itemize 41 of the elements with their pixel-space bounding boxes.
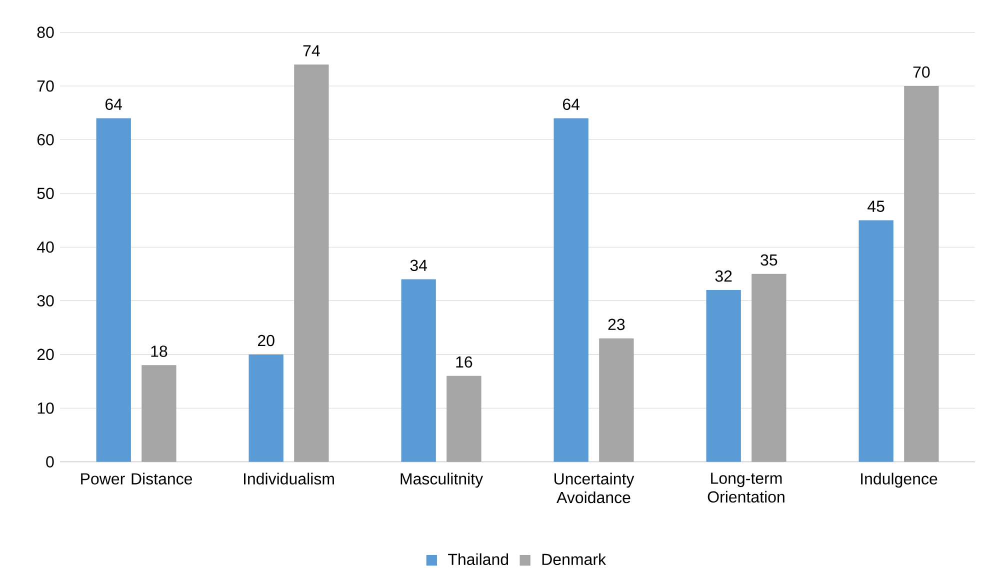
data-label: 70 xyxy=(913,66,930,78)
data-label: 23 xyxy=(608,318,625,330)
bar xyxy=(599,338,634,462)
x-tick-label: Uncertainty Avoidance xyxy=(554,472,634,504)
bar xyxy=(554,118,588,462)
bar xyxy=(706,290,741,462)
data-label: 64 xyxy=(106,98,122,110)
bar xyxy=(142,365,176,462)
bar xyxy=(858,220,894,462)
bar xyxy=(248,354,284,462)
bar xyxy=(446,376,482,462)
y-tick-label: 30 xyxy=(37,295,54,306)
legend-label: Denmark xyxy=(542,553,606,566)
bar xyxy=(752,274,786,462)
x-tick-label: Individualism xyxy=(244,472,334,485)
bar xyxy=(96,118,131,462)
bar xyxy=(294,64,329,462)
y-tick-label: 0 xyxy=(46,456,54,468)
data-label: 20 xyxy=(258,334,274,346)
data-label: 16 xyxy=(456,356,472,368)
x-tick-label: Power Distance xyxy=(81,472,192,485)
y-tick-label: 10 xyxy=(38,402,54,414)
data-label: 74 xyxy=(303,45,320,56)
legend-label: Thailand xyxy=(448,553,508,566)
y-tick-label: 20 xyxy=(37,348,54,360)
data-label: 34 xyxy=(410,260,428,272)
y-tick-label: 80 xyxy=(37,26,54,38)
x-tick-label: Masculitnity xyxy=(400,472,484,488)
x-tick-label: Long-term Orientation xyxy=(708,472,784,503)
bar xyxy=(401,279,436,462)
data-label: 18 xyxy=(151,346,168,357)
y-tick-label: 60 xyxy=(37,134,54,146)
x-tick-label: Indulgence xyxy=(861,472,938,488)
data-label: 45 xyxy=(868,200,884,212)
y-tick-label: 40 xyxy=(37,241,54,253)
bar xyxy=(904,86,939,462)
data-label: 64 xyxy=(563,98,580,110)
y-tick-label: 50 xyxy=(37,188,54,200)
data-label: 35 xyxy=(760,254,778,266)
y-tick-label: 70 xyxy=(37,80,54,92)
data-label: 32 xyxy=(715,270,732,282)
